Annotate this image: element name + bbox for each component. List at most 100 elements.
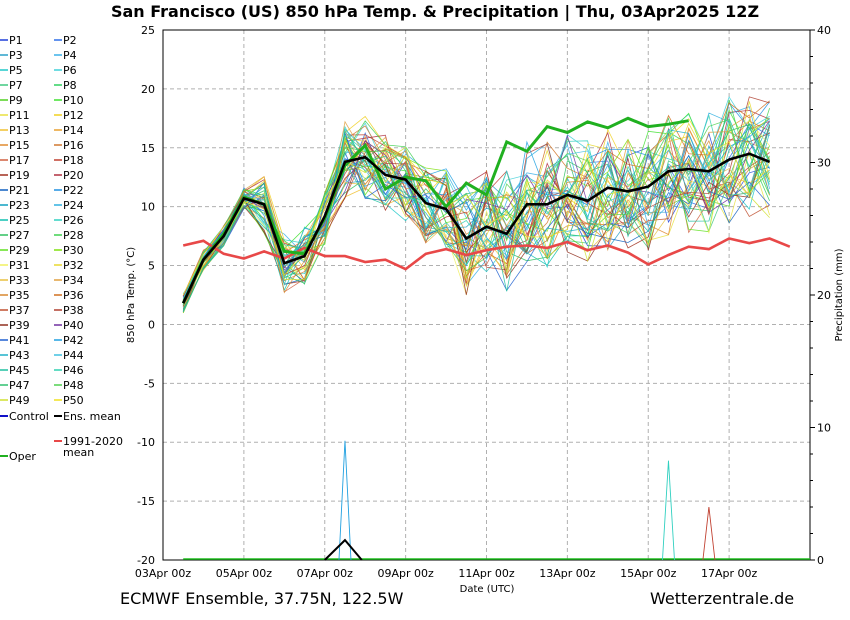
legend-label: P34	[63, 274, 84, 287]
member-line	[182, 118, 770, 296]
member-line	[182, 118, 770, 306]
legend-label: P14	[63, 124, 84, 137]
y-tick-label: -20	[137, 554, 155, 567]
legend-label: P39	[9, 319, 30, 332]
y-tick-label: -15	[137, 495, 155, 508]
legend-label: P4	[63, 49, 77, 62]
y2-tick-label: 0	[817, 554, 824, 567]
y-axis: 25 20 15 10 5 0 -5 -10 -15 -20	[137, 24, 155, 567]
legend-label: P3	[9, 49, 23, 62]
y-tick-label: 0	[148, 318, 155, 331]
legend-label: P23	[9, 199, 30, 212]
legend-label: P11	[9, 109, 30, 122]
legend-label: P21	[9, 184, 30, 197]
x-axis-label: Date (UTC)	[460, 584, 515, 595]
legend-label: P48	[63, 379, 84, 392]
clim-mean-line	[182, 237, 791, 271]
legend-label: P8	[63, 79, 77, 92]
legend-label: P33	[9, 274, 30, 287]
legend-label: P7	[9, 79, 23, 92]
legend-label: P40	[63, 319, 84, 332]
legend-label: P41	[9, 334, 30, 347]
legend-label: P26	[63, 214, 84, 227]
y-tick-label: 20	[141, 83, 155, 96]
footer-site: Wetterzentrale.de	[650, 589, 794, 608]
legend-label: P17	[9, 154, 30, 167]
legend-label: P1	[9, 34, 23, 47]
legend-control-label: Ens. mean	[63, 410, 121, 423]
legend-label: P9	[9, 94, 23, 107]
x-tick-label: 15Apr 00z	[620, 567, 677, 580]
y-tick-label: 10	[141, 201, 155, 214]
footer-model: ECMWF Ensemble, 37.75N, 122.5W	[120, 589, 404, 608]
y-tick-label: 25	[141, 24, 155, 37]
legend-label: P22	[63, 184, 84, 197]
x-tick-label: 03Apr 00z	[135, 567, 192, 580]
legend-label: P6	[63, 64, 77, 77]
legend-label: P12	[63, 109, 84, 122]
legend-control-label: Control	[9, 410, 49, 423]
legend-label: P28	[63, 229, 84, 242]
legend-label: P24	[63, 199, 84, 212]
legend-label: P30	[63, 244, 84, 257]
legend-control-label: Oper	[9, 450, 36, 463]
y-axis-label: 850 hPa Temp. (°C)	[126, 247, 137, 343]
legend-label: P32	[63, 259, 84, 272]
grid	[163, 29, 810, 561]
legend-label: P16	[63, 139, 84, 152]
legend-label: P27	[9, 229, 30, 242]
member-line	[182, 117, 770, 306]
y2-tick-label: 30	[817, 157, 831, 170]
legend-label: P5	[9, 64, 23, 77]
x-axis: 03Apr 00z 05Apr 00z 07Apr 00z 09Apr 00z 11Ap…	[135, 567, 758, 580]
ens-mean-line	[182, 152, 771, 304]
legend-label: P25	[9, 214, 30, 227]
legend-label: P49	[9, 394, 30, 407]
legend-label: P19	[9, 169, 30, 182]
y2-tick-label: 10	[817, 422, 831, 435]
precip-mean-line	[324, 538, 363, 561]
legend-label: P46	[63, 364, 84, 377]
x-tick-label: 13Apr 00z	[539, 567, 596, 580]
x-tick-label: 09Apr 00z	[377, 567, 434, 580]
y2-tick-label: 20	[817, 289, 831, 302]
main-series	[181, 116, 791, 304]
precip-peak	[662, 460, 675, 561]
precip-peak	[702, 506, 716, 561]
x-tick-label: 11Apr 00z	[458, 567, 515, 580]
y-tick-label: -10	[137, 436, 155, 449]
legend-label: P15	[9, 139, 30, 152]
x-tick-label: 17Apr 00z	[701, 567, 758, 580]
legend-label: P2	[63, 34, 77, 47]
legend-label: P31	[9, 259, 30, 272]
legend-control-label: 1991-2020 mean	[63, 435, 123, 459]
x-tick-label: 05Apr 00z	[216, 567, 273, 580]
chart-title: San Francisco (US) 850 hPa Temp. & Preci…	[111, 2, 759, 22]
legend-label: P44	[63, 349, 84, 362]
y-tick-label: 15	[141, 142, 155, 155]
legend: P1 P2 P3 P4 P5 P6 P7 P8 P9 P10 P11 P12 P13 P14 P15 P16 P…	[0, 34, 123, 463]
x-tick-label: 07Apr 00z	[297, 567, 354, 580]
y-tick-label: -5	[144, 377, 155, 390]
legend-label: P38	[63, 304, 84, 317]
y-tick-label: 5	[148, 260, 155, 273]
ensemble-members	[182, 96, 770, 314]
legend-label: P29	[9, 244, 30, 257]
legend-label: P20	[63, 169, 84, 182]
legend-label: P42	[63, 334, 84, 347]
member-line	[182, 124, 770, 311]
legend-label: P36	[63, 289, 84, 302]
y2-tick-label: 40	[817, 24, 831, 37]
member-line	[182, 123, 770, 313]
legend-label: P45	[9, 364, 30, 377]
y2-axis: 40 30 20 10 0	[810, 24, 831, 567]
legend-label: P13	[9, 124, 30, 137]
y2-axis-label: Precipitation (mm)	[834, 248, 845, 341]
precip-peak	[338, 440, 352, 561]
legend-label: P37	[9, 304, 30, 317]
legend-label: P35	[9, 289, 30, 302]
legend-label: P18	[63, 154, 84, 167]
member-line	[182, 139, 770, 313]
legend-label: P47	[9, 379, 30, 392]
